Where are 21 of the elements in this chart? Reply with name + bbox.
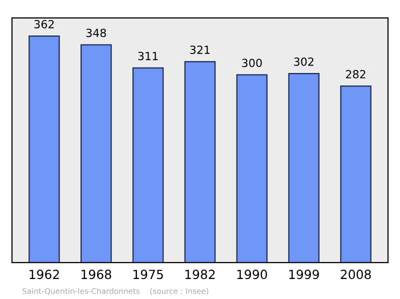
bar <box>236 74 268 263</box>
data-label: 300 <box>242 58 262 68</box>
data-label: 321 <box>190 46 210 54</box>
x-tick-label: 2008 <box>340 270 371 280</box>
data-label: 348 <box>86 28 106 38</box>
bar <box>28 36 60 263</box>
bar <box>132 67 164 263</box>
x-tick-label: 1962 <box>30 270 59 280</box>
x-tick-label: 1990 <box>237 270 268 280</box>
bar <box>80 44 112 263</box>
bar <box>288 73 320 263</box>
x-tick-label: 1999 <box>289 270 319 280</box>
bar <box>340 86 372 263</box>
x-tick-label: 1982 <box>185 270 215 280</box>
data-label: 302 <box>294 57 314 66</box>
x-tick-label: 1968 <box>82 270 112 280</box>
data-label: 311 <box>138 52 158 60</box>
bar <box>184 61 216 263</box>
data-label: 362 <box>34 20 54 28</box>
data-label: 282 <box>346 70 366 78</box>
x-tick-label: 1975 <box>134 270 163 280</box>
